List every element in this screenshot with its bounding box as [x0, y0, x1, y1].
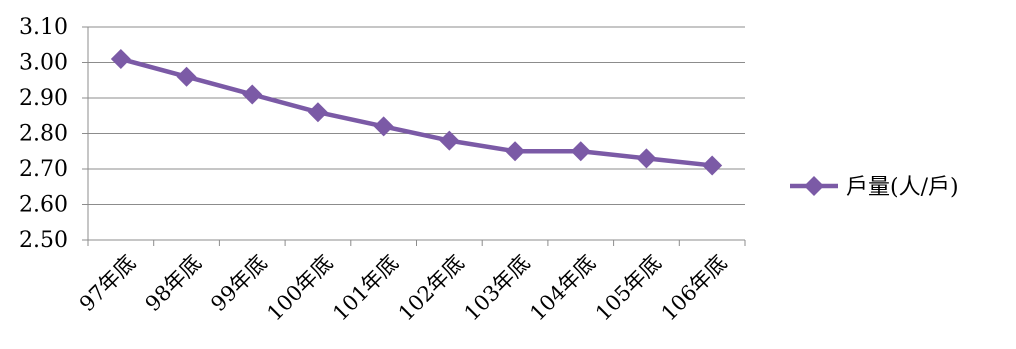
- y-tick-label: 2.60: [19, 193, 68, 218]
- data-point-marker: [110, 48, 131, 69]
- data-point-marker: [373, 116, 394, 137]
- y-tick-label: 2.70: [19, 157, 68, 182]
- x-tick-label: 97年底: [75, 251, 141, 317]
- x-tick-label: 101年底: [328, 251, 403, 326]
- data-point-marker: [176, 66, 197, 87]
- legend-label: 戶量(人/戶): [846, 175, 959, 200]
- y-tick-label: 3.10: [19, 15, 68, 40]
- data-point-marker: [307, 102, 328, 123]
- series-line: [120, 56, 713, 168]
- gridlines: [88, 26, 745, 205]
- x-tick-label: 104年底: [525, 251, 600, 326]
- x-tick-label: 102年底: [394, 251, 469, 326]
- x-tick-labels: 97年底 98年底 99年底100年底101年底102年底103年底104年底105…: [75, 251, 732, 326]
- x-tick-label: 99年底: [206, 251, 272, 317]
- y-tick-labels: 2.50 2.60 2.70 2.80 2.90 3.00 3.10: [19, 15, 68, 253]
- x-tick-label: 106年底: [657, 251, 732, 326]
- data-point-marker: [636, 148, 657, 169]
- data-point-marker: [242, 84, 263, 105]
- y-tick-label: 2.90: [19, 86, 68, 111]
- x-tick-label: 105年底: [591, 251, 666, 326]
- data-point-marker: [439, 130, 460, 151]
- data-point-marker: [505, 141, 526, 162]
- series-lines: [110, 48, 723, 176]
- x-tick-label: 103年底: [460, 251, 535, 326]
- data-point-marker: [702, 155, 723, 176]
- y-tick-label: 2.50: [19, 228, 68, 253]
- x-tick-label: 100年底: [262, 251, 337, 326]
- y-tick-label: 2.80: [19, 122, 68, 147]
- legend: 戶量(人/戶): [790, 175, 959, 200]
- axes: [82, 26, 746, 246]
- legend-marker-swatch: [804, 176, 824, 196]
- x-tick-label: 98年底: [141, 251, 207, 317]
- data-point-marker: [570, 141, 591, 162]
- y-tick-label: 3.00: [19, 51, 68, 76]
